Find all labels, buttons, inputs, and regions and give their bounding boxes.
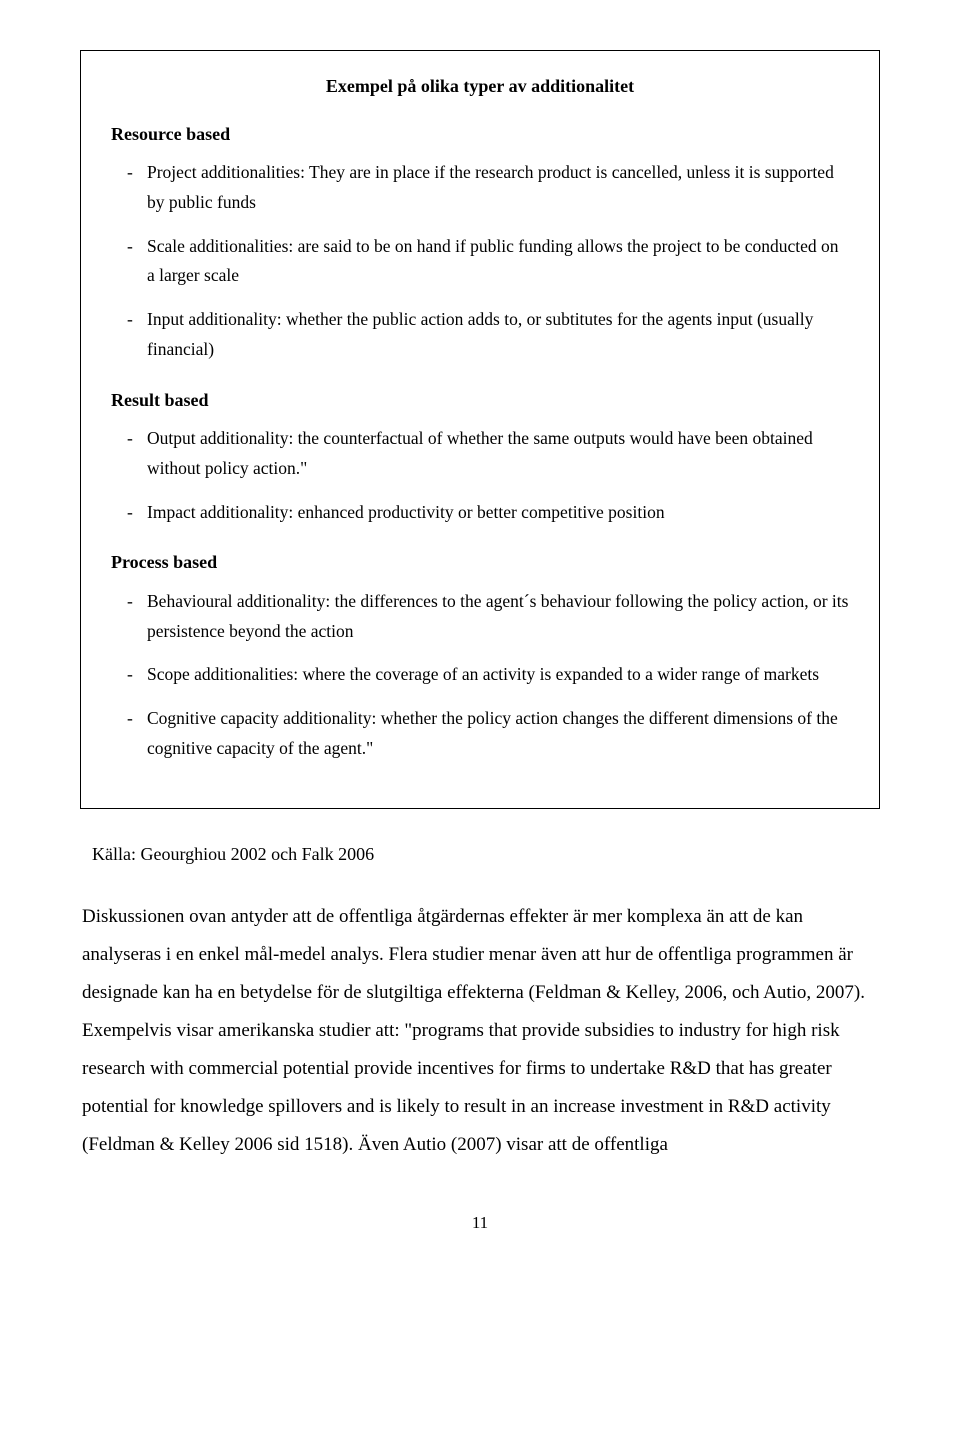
result-list: Output additionality: the counterfactual… [111,424,849,527]
list-item: Input additionality: whether the public … [111,305,849,365]
process-list: Behavioural additionality: the differenc… [111,587,849,764]
example-box: Exempel på olika typer av additionalitet… [80,50,880,809]
body-paragraph: Diskussionen ovan antyder att de offentl… [82,898,880,1164]
list-item: Scope additionalities: where the coverag… [111,660,849,690]
list-item: Output additionality: the counterfactual… [111,424,849,484]
section-heading-process: Process based [111,547,849,579]
section-heading-result: Result based [111,385,849,417]
list-item: Behavioural additionality: the differenc… [111,587,849,647]
list-item: Cognitive capacity additionality: whethe… [111,704,849,764]
resource-list: Project additionalities: They are in pla… [111,158,849,365]
box-title: Exempel på olika typer av additionalitet [111,71,849,103]
source-citation: Källa: Geourghiou 2002 och Falk 2006 [92,839,880,871]
list-item: Scale additionalities: are said to be on… [111,232,849,292]
list-item: Project additionalities: They are in pla… [111,158,849,218]
page-number: 11 [80,1208,880,1238]
list-item: Impact additionality: enhanced productiv… [111,498,849,528]
section-heading-resource: Resource based [111,119,849,151]
